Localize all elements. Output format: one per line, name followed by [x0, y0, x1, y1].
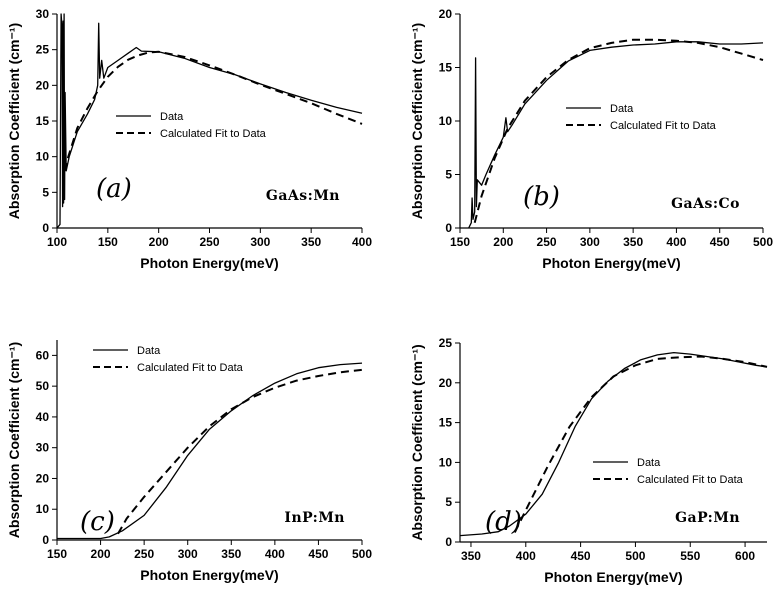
x-tick-label: 150	[98, 235, 118, 249]
y-tick-label: 15	[36, 114, 50, 128]
x-tick-label: 400	[516, 549, 536, 563]
x-tick-label: 450	[308, 547, 328, 561]
x-axis-label: Photon Energy(meV)	[140, 567, 278, 583]
y-tick-label: 0	[445, 221, 452, 235]
legend: Data Calculated Fit to Data	[593, 457, 744, 486]
panel-letter-label: (b)	[523, 182, 560, 212]
legend-entry-label: Data	[637, 457, 661, 469]
sample-label: GaAs:Co	[671, 196, 740, 212]
data-series-line	[468, 41, 764, 229]
data-series-line	[57, 362, 363, 540]
y-tick-label: 20	[36, 78, 50, 92]
y-tick-label: 20	[439, 7, 453, 21]
x-tick-label: 450	[571, 549, 591, 563]
x-tick-label: 250	[199, 235, 219, 249]
x-tick-label: 400	[666, 235, 686, 249]
sample-label: GaP:Mn	[675, 510, 740, 526]
x-tick-label: 350	[623, 235, 643, 249]
x-axis-label: Photon Energy(meV)	[140, 255, 278, 271]
y-tick-label: 0	[445, 535, 452, 549]
chart-panel-b: 150 200 250 300 350 400 450 500 0 5 10 15 20 Photon E…	[409, 7, 773, 271]
y-tick-label: 15	[439, 61, 453, 75]
legend-entry-label: Data	[137, 345, 161, 357]
legend-entry-label: Calculated Fit to Data	[610, 120, 717, 132]
x-tick-label: 500	[352, 547, 372, 561]
legend: Data Calculated Fit to Data	[93, 345, 244, 374]
x-tick-label: 150	[47, 547, 67, 561]
fit-series-line	[64, 50, 363, 172]
y-tick-label: 5	[42, 185, 49, 199]
y-tick-label: 10	[36, 150, 50, 164]
x-tick-label: 200	[493, 235, 513, 249]
x-tick-label: 200	[149, 235, 169, 249]
y-tick-label: 20	[439, 376, 453, 390]
y-tick-label: 10	[439, 114, 453, 128]
x-tick-label: 150	[450, 235, 470, 249]
y-tick-label: 25	[439, 336, 453, 350]
legend-entry-label: Data	[610, 103, 634, 115]
x-tick-label: 500	[753, 235, 773, 249]
y-tick-label: 5	[445, 168, 452, 182]
y-tick-label: 10	[439, 455, 453, 469]
x-tick-label: 200	[91, 547, 111, 561]
x-tick-label: 250	[134, 547, 154, 561]
sample-label: InP:Mn	[284, 510, 345, 526]
y-axis-label: Absorption Coefficient (cm⁻¹)	[409, 23, 425, 219]
x-tick-label: 250	[537, 235, 557, 249]
y-axis-label: Absorption Coefficient (cm⁻¹)	[6, 23, 22, 219]
y-tick-label: 60	[36, 348, 50, 362]
x-tick-label: 300	[250, 235, 270, 249]
chart-panel-d: 350 400 450 500 550 600 0 5 10 15 20 25 Photon Energ…	[409, 336, 768, 585]
y-tick-label: 30	[36, 7, 50, 21]
panel-letter-label: (c)	[80, 507, 115, 537]
fit-series-line	[117, 368, 363, 535]
y-tick-label: 40	[36, 410, 50, 424]
y-tick-label: 20	[36, 471, 50, 485]
x-tick-label: 350	[301, 235, 321, 249]
panel-letter-label: (d)	[485, 507, 522, 537]
x-tick-label: 350	[221, 547, 241, 561]
y-tick-label: 25	[36, 43, 50, 57]
y-tick-label: 0	[42, 533, 49, 547]
x-tick-label: 350	[461, 549, 481, 563]
x-tick-label: 300	[178, 547, 198, 561]
legend-entry-label: Calculated Fit to Data	[637, 474, 744, 486]
y-tick-label: 30	[36, 441, 50, 455]
x-tick-label: 450	[710, 235, 730, 249]
x-tick-label: 600	[735, 549, 755, 563]
y-tick-label: 50	[36, 379, 50, 393]
x-tick-label: 400	[265, 547, 285, 561]
y-axis-label: Absorption Coefficient (cm⁻¹)	[6, 342, 22, 538]
legend-entry-label: Calculated Fit to Data	[137, 362, 244, 374]
x-tick-label: 300	[580, 235, 600, 249]
chart-panel-c: 150 200 250 300 350 400 450 500 0 10 20 30 40 50 60 Pho…	[6, 340, 372, 583]
x-tick-label: 400	[352, 235, 372, 249]
y-tick-label: 0	[42, 221, 49, 235]
legend-entry-label: Calculated Fit to Data	[160, 128, 267, 140]
y-tick-label: 5	[445, 495, 452, 509]
y-axis-label: Absorption Coefficient (cm⁻¹)	[409, 344, 425, 540]
panel-letter-label: (a)	[96, 174, 132, 204]
chart-panel-a: 100 150 200 250 300 350 400 0 5 10 15 20 25 30 Photon …	[6, 7, 372, 271]
x-tick-label: 500	[625, 549, 645, 563]
x-axis-label: Photon Energy(meV)	[542, 255, 680, 271]
fit-series-line	[473, 38, 764, 223]
legend: Data Calculated Fit to Data	[566, 103, 717, 132]
y-tick-label: 10	[36, 502, 50, 516]
x-tick-label: 100	[47, 235, 67, 249]
y-tick-label: 15	[439, 416, 453, 430]
legend: Data Calculated Fit to Data	[116, 111, 267, 140]
x-axis-label: Photon Energy(meV)	[544, 569, 682, 585]
fit-series-line	[513, 355, 768, 533]
data-series-line	[56, 13, 363, 229]
legend-entry-label: Data	[160, 111, 184, 123]
x-tick-label: 550	[680, 549, 700, 563]
sample-label: GaAs:Mn	[266, 188, 340, 204]
